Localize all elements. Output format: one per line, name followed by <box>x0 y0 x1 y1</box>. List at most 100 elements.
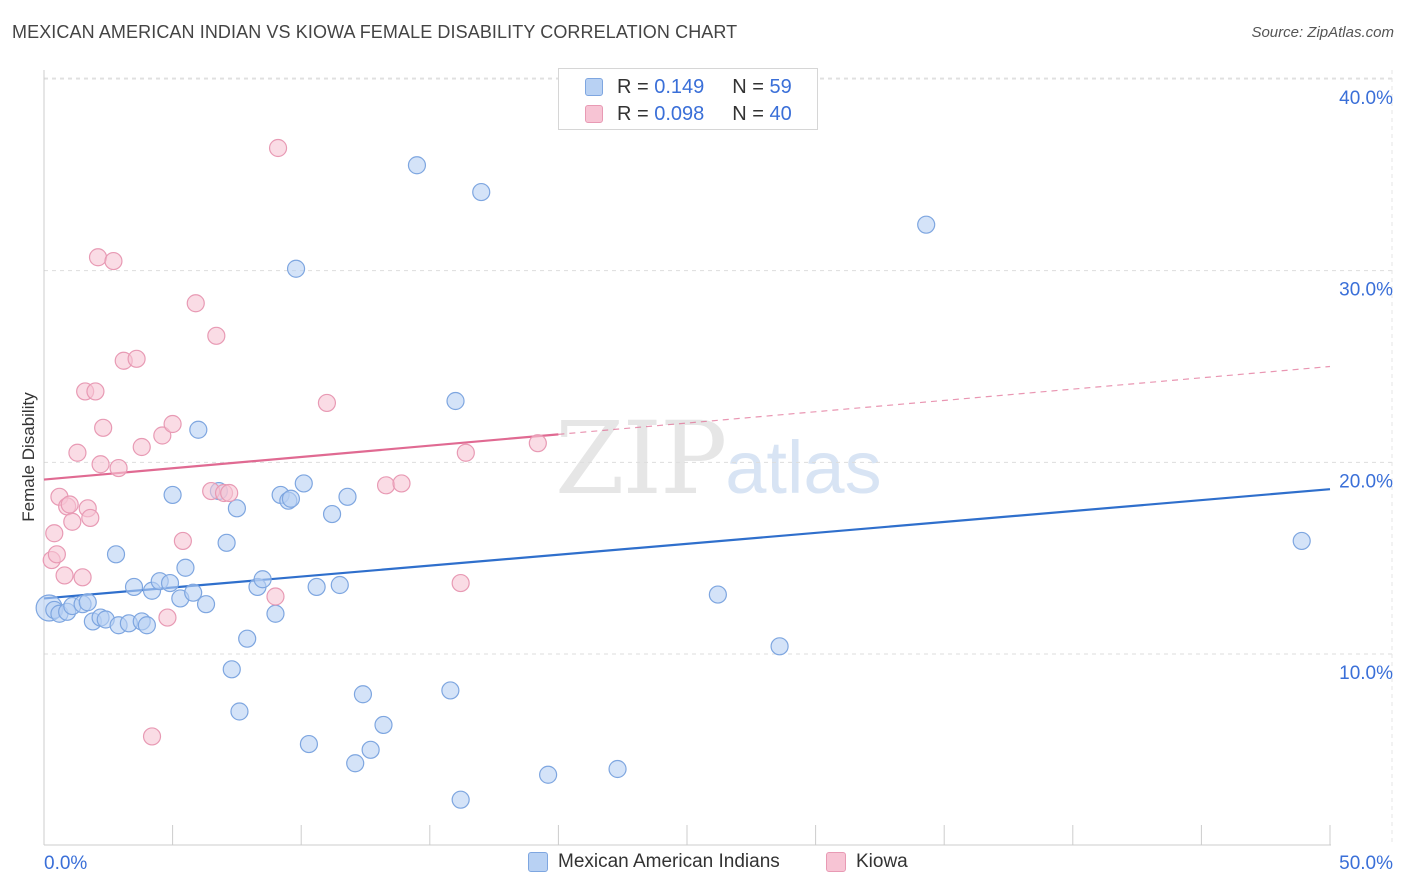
r-value: 0.098 <box>654 102 705 125</box>
point-mexican-american-indians <box>353 685 373 704</box>
point-kiowa <box>392 474 411 493</box>
point-kiowa <box>220 483 239 503</box>
point-kiowa <box>266 587 285 606</box>
trend-line-dashed-1 <box>558 365 1331 435</box>
point-mexican-american-indians <box>189 420 208 439</box>
legend-row-pink: R = 0.098 N = 40 <box>559 100 792 128</box>
point-mexican-american-indians <box>361 740 380 759</box>
point-kiowa <box>186 294 205 313</box>
trend-lines <box>43 365 1331 600</box>
point-kiowa <box>132 437 151 457</box>
n-label: N = <box>732 75 764 98</box>
point-kiowa <box>376 476 396 495</box>
blue-swatch <box>528 852 548 872</box>
point-kiowa <box>456 443 475 462</box>
x-tick-label-min: 0.0% <box>44 853 87 874</box>
point-mexican-american-indians <box>238 629 257 648</box>
point-kiowa <box>317 393 337 413</box>
point-kiowa <box>68 443 87 462</box>
legend-item-mexican-american-indians: Mexican American Indians <box>528 851 780 873</box>
pink-swatch <box>585 105 603 123</box>
r-label: R = <box>617 75 649 98</box>
point-kiowa <box>47 545 66 564</box>
point-mexican-american-indians <box>137 616 156 635</box>
n-value: 59 <box>769 75 792 98</box>
axes <box>43 70 1331 846</box>
watermark-zip: ZIP <box>555 400 727 517</box>
point-mexican-american-indians <box>266 604 285 623</box>
legend-row-blue: R = 0.149 N = 59 <box>559 73 792 101</box>
blue-swatch <box>585 78 603 96</box>
point-mexican-american-indians <box>227 499 246 518</box>
y-tick-label: 30.0% <box>1339 280 1393 301</box>
point-mexican-american-indians <box>78 593 97 612</box>
point-kiowa <box>142 727 162 746</box>
point-kiowa <box>94 418 113 437</box>
point-kiowa <box>528 434 547 453</box>
point-kiowa <box>173 531 192 551</box>
data-points <box>35 138 1311 809</box>
point-kiowa <box>109 458 128 478</box>
point-mexican-american-indians <box>330 575 349 595</box>
point-mexican-american-indians <box>322 504 342 524</box>
point-mexican-american-indians <box>160 573 180 593</box>
point-mexican-american-indians <box>708 585 727 604</box>
point-mexican-american-indians <box>124 577 144 597</box>
point-mexican-american-indians <box>441 681 460 700</box>
point-kiowa <box>55 566 74 585</box>
point-kiowa <box>91 455 110 474</box>
r-value: 0.149 <box>654 75 705 98</box>
point-kiowa <box>88 248 108 267</box>
point-kiowa <box>451 573 470 593</box>
point-mexican-american-indians <box>286 259 306 278</box>
point-kiowa <box>207 326 226 345</box>
legend-item-kiowa: Kiowa <box>826 851 908 873</box>
chart-title: MEXICAN AMERICAN INDIAN VS KIOWA FEMALE … <box>12 22 738 42</box>
point-mexican-american-indians <box>346 754 365 773</box>
point-mexican-american-indians <box>217 533 236 552</box>
watermark: ZIPatlas <box>555 400 882 517</box>
point-kiowa <box>63 512 82 531</box>
y-tick-label: 10.0% <box>1339 663 1393 684</box>
point-mexican-american-indians <box>299 734 319 754</box>
point-mexican-american-indians <box>196 595 216 614</box>
point-mexican-american-indians <box>184 583 203 602</box>
point-mexican-american-indians <box>1292 531 1311 551</box>
y-tick-label: 20.0% <box>1339 471 1393 492</box>
point-mexican-american-indians <box>222 660 241 679</box>
point-mexican-american-indians <box>539 765 558 784</box>
point-mexican-american-indians <box>176 558 195 577</box>
r-label: R = <box>617 102 649 125</box>
legend-label: Mexican American Indians <box>558 851 780 872</box>
point-mexican-american-indians <box>451 790 470 809</box>
point-mexican-american-indians <box>281 489 301 508</box>
x-tick-label-max: 50.0% <box>1339 853 1393 874</box>
point-kiowa <box>104 251 123 271</box>
point-mexican-american-indians <box>294 474 313 493</box>
point-mexican-american-indians <box>163 485 182 505</box>
point-mexican-american-indians <box>472 182 491 202</box>
point-kiowa <box>153 426 172 445</box>
axis-labels: 10.0% 20.0% 30.0% 40.0% 0.0% 50.0% Female Disa… <box>19 88 1393 874</box>
point-kiowa <box>60 495 79 514</box>
y-axis-label: Female Disability <box>19 392 38 522</box>
point-mexican-american-indians <box>253 570 272 589</box>
point-kiowa <box>45 524 64 543</box>
point-kiowa <box>127 349 146 368</box>
point-mexican-american-indians <box>608 759 627 779</box>
point-mexican-american-indians <box>770 637 789 656</box>
point-kiowa <box>268 138 288 158</box>
y-tick-label: 40.0% <box>1339 88 1393 109</box>
point-mexican-american-indians <box>407 156 427 175</box>
point-mexican-american-indians <box>307 577 326 597</box>
point-mexican-american-indians <box>446 391 465 411</box>
point-kiowa <box>158 608 177 627</box>
watermark-atlas: atlas <box>725 426 882 509</box>
point-mexican-american-indians <box>230 702 249 721</box>
pink-swatch <box>826 852 846 872</box>
point-kiowa <box>86 382 105 401</box>
correlation-legend: R = 0.149 N = 59 R = 0.098 N = 40 <box>558 68 818 130</box>
point-mexican-american-indians <box>338 487 357 506</box>
point-mexican-american-indians <box>917 215 936 234</box>
